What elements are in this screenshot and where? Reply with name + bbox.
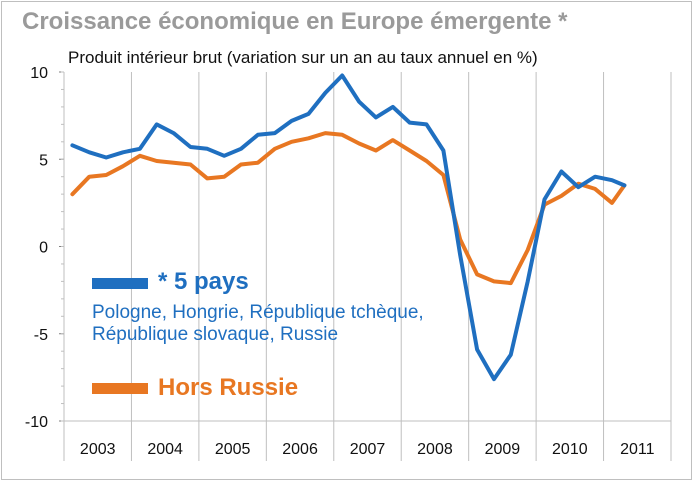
series-line-hors-russie xyxy=(70,131,627,286)
x-tick-label: 2011 xyxy=(620,441,655,458)
x-tick-label: 2009 xyxy=(485,441,521,458)
x-tick-label: 2006 xyxy=(282,441,318,458)
y-tick-label: -10 xyxy=(25,414,48,431)
y-tick-label: 5 xyxy=(39,152,48,169)
legend-label-hors-russie: Hors Russie xyxy=(158,374,299,401)
y-tick-label: 10 xyxy=(30,65,48,82)
chart-subtitle: Produit intérieur brut (variation sur un… xyxy=(68,48,538,67)
x-tick-label: 2004 xyxy=(147,441,183,458)
x-tick-label: 2003 xyxy=(80,441,116,458)
x-tick-label: 2010 xyxy=(552,441,588,458)
x-tick-label: 2008 xyxy=(417,441,453,458)
series-line-5-pays xyxy=(70,73,627,382)
chart-title: Croissance économique en Europe émergent… xyxy=(22,8,568,35)
y-tick-label: -5 xyxy=(34,327,48,344)
x-tick-label: 2005 xyxy=(215,441,251,458)
legend-note-5-pays: Pologne, Hongrie, République tchèque, Ré… xyxy=(92,302,424,345)
x-tick-label: 2007 xyxy=(350,441,386,458)
y-tick-label: 0 xyxy=(39,240,48,257)
legend-label-5-pays: * 5 pays xyxy=(158,268,249,295)
legend-swatch-hors-russie xyxy=(92,383,148,394)
legend-swatch-5-pays xyxy=(92,278,148,289)
